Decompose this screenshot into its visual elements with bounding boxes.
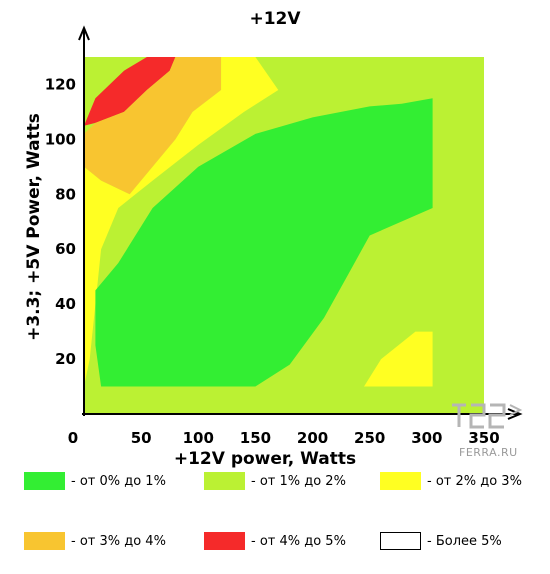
legend-label: - от 2% до 3% (427, 473, 522, 489)
legend-item: - от 0% до 1% (24, 471, 166, 491)
x-tick-label: 300 (411, 429, 442, 447)
legend-label: - Более 5% (427, 533, 502, 549)
y-tick-label: 60 (55, 240, 76, 258)
x-tick-label: 200 (297, 429, 328, 447)
legend-swatch (204, 472, 245, 490)
zone-region-4 (364, 331, 433, 387)
x-tick-label: 50 (131, 429, 152, 447)
legend-item: - от 2% до 3% (380, 471, 522, 491)
x-axis-arrow (507, 408, 523, 420)
y-tick-label: 120 (45, 75, 76, 93)
plot-area (84, 57, 484, 414)
legend-label: - от 1% до 2% (251, 473, 346, 489)
x-tick-label: 100 (183, 429, 214, 447)
legend-label: - от 3% до 4% (71, 533, 166, 549)
legend-item: - Более 5% (380, 531, 502, 551)
watermark-text: FERRA.RU (459, 446, 518, 459)
x-tick-label: 0 (68, 429, 78, 447)
y-tick-label: 20 (55, 350, 76, 368)
y-tick-label: 40 (55, 295, 76, 313)
zone-region-0 (84, 57, 176, 126)
legend-swatch (24, 532, 65, 550)
ferra-watermark-logo (452, 403, 523, 429)
zone-region-2 (84, 57, 279, 387)
y-tick-label: 100 (45, 130, 76, 148)
legend-swatch (380, 532, 421, 550)
zone-region-1 (84, 57, 222, 195)
legend-swatch (204, 532, 245, 550)
x-tick-label: 250 (354, 429, 385, 447)
y-axis-label: +3.3; +5V Power, Watts (24, 113, 44, 341)
x-tick-label: 350 (468, 429, 499, 447)
legend-item: - от 4% до 5% (204, 531, 346, 551)
legend-swatch (380, 472, 421, 490)
zone-region-3 (95, 98, 433, 387)
legend-label: - от 0% до 1% (71, 473, 166, 489)
x-axis-label: +12V power, Watts (173, 449, 357, 469)
x-tick-label: 150 (240, 429, 271, 447)
y-tick-label: 80 (55, 185, 76, 203)
legend-item: - от 3% до 4% (24, 531, 166, 551)
chart-canvas: 0 50 100 150 200 250 300 350 20 40 60 80 100 120 (45, 25, 523, 447)
legend-item: - от 1% до 2% (204, 471, 346, 491)
axes: 0 50 100 150 200 250 300 350 20 40 60 80 100 120 (45, 25, 523, 447)
legend-swatch (24, 472, 65, 490)
chart-title: +12V (249, 9, 301, 29)
y-axis-arrow (78, 25, 90, 41)
legend-label: - от 4% до 5% (251, 533, 346, 549)
